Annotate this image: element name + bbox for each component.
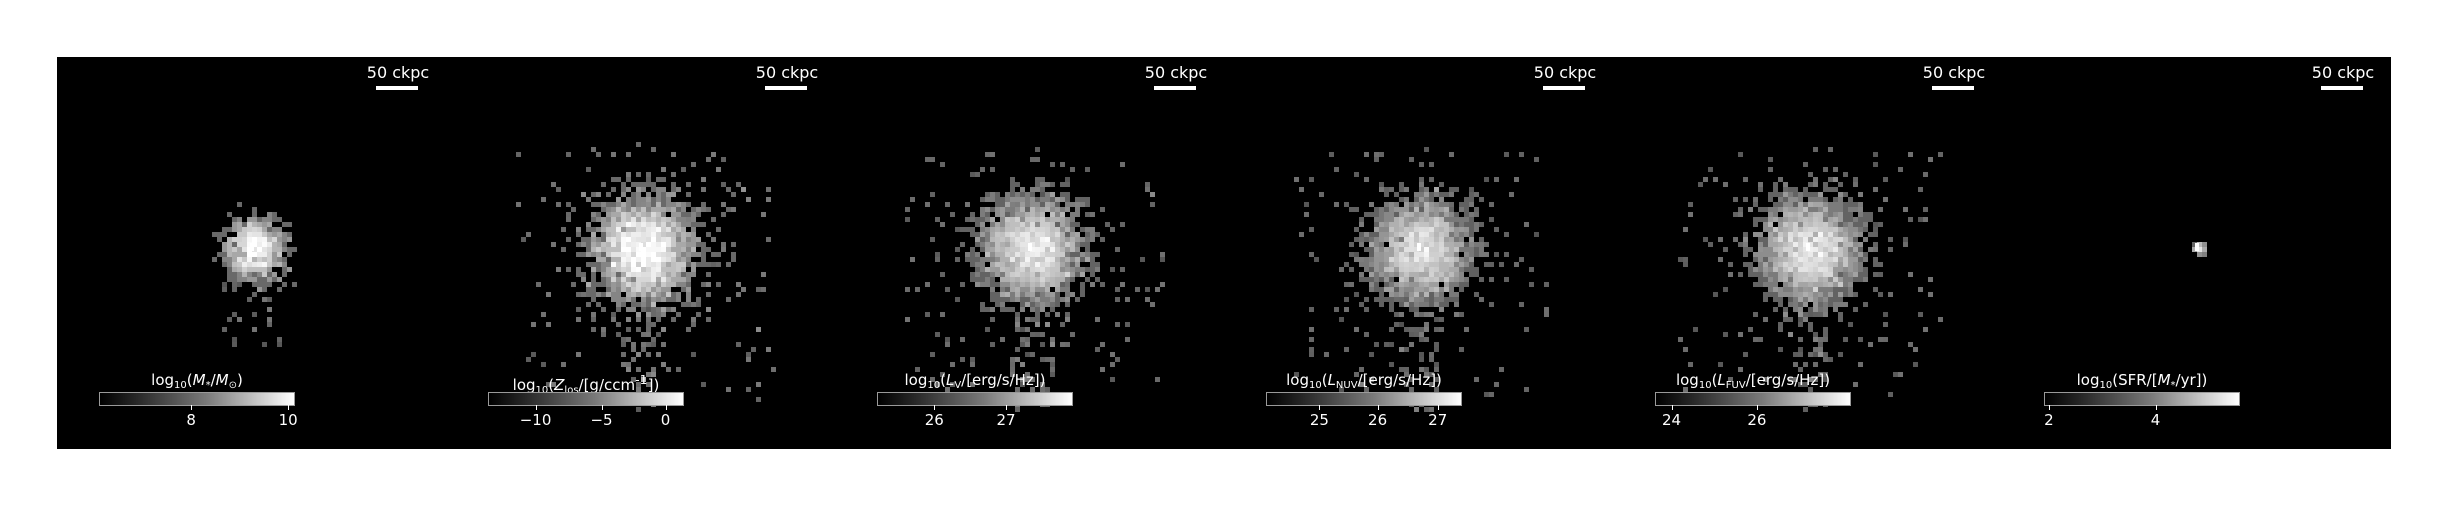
map-panel-stellar-mass: 50 ckpc log10(M*/M⊙) 8 10 xyxy=(57,57,445,449)
colorbar-label: log10(LNUV/[erg/s/Hz]) xyxy=(1286,371,1442,391)
colorbar xyxy=(877,392,1073,406)
colorbar xyxy=(2044,392,2240,406)
colorbar-tick xyxy=(934,405,936,410)
scale-bar-label: 50 ckpc xyxy=(1922,63,1986,82)
colorbar-label: log10(M*/M⊙) xyxy=(151,371,243,391)
galaxy-core xyxy=(639,243,643,251)
galaxy-map-image xyxy=(1678,147,1943,412)
colorbar-tick-label: −10 xyxy=(519,411,552,429)
colorbar-tick-label: 26 xyxy=(1368,411,1388,429)
galaxy-map-image xyxy=(516,142,776,412)
colorbar-label: log10(SFR/[M*/yr]) xyxy=(2076,371,2208,391)
colorbar-tick xyxy=(535,405,537,410)
colorbar-tick-label: 27 xyxy=(996,411,1016,429)
colorbar-tick-label: 26 xyxy=(924,411,944,429)
scale-bar xyxy=(376,86,418,90)
map-panel-nuv: 50 ckpc log10(LNUV/[erg/s/Hz]) 25 26 27 xyxy=(1224,57,1612,449)
scale-bar-label: 50 ckpc xyxy=(755,63,819,82)
figure-canvas: 50 ckpc log10(M*/M⊙) 8 10 50 ckpc log10(Zlos/… xyxy=(57,57,2391,449)
map-panel-v-band: 50 ckpc log10(LV/[erg/s/Hz]) 26 27 xyxy=(835,57,1223,449)
scale-bar-label: 50 ckpc xyxy=(366,63,430,82)
scale-bar-label: 50 ckpc xyxy=(1144,63,1208,82)
scale-bar-label: 50 ckpc xyxy=(2311,63,2375,82)
colorbar-tick-label: 25 xyxy=(1309,411,1329,429)
colorbar xyxy=(1655,392,1851,406)
scale-bar xyxy=(2321,86,2363,90)
colorbar-tick xyxy=(1006,405,1008,410)
colorbar-label: log10(Zlos/[g/ccm-1]) xyxy=(512,372,660,396)
galaxy-map-image xyxy=(905,147,1165,412)
colorbar-tick xyxy=(191,405,193,410)
scale-bar-label: 50 ckpc xyxy=(1533,63,1597,82)
scale-bar xyxy=(765,86,807,90)
colorbar-tick-label: 24 xyxy=(1661,411,1682,429)
colorbar-tick xyxy=(1671,405,1673,410)
galaxy-core xyxy=(1417,243,1421,251)
galaxy-map-image xyxy=(2192,242,2207,257)
colorbar xyxy=(99,392,295,406)
galaxy-core xyxy=(250,243,254,251)
colorbar-tick xyxy=(1319,405,1321,410)
colorbar-tick-label: 2 xyxy=(2044,411,2054,429)
map-panel-fuv: 50 ckpc log10(LFUV/[erg/s/Hz]) 24 26 xyxy=(1613,57,2001,449)
scale-bar xyxy=(1154,86,1196,90)
colorbar-tick-label: 8 xyxy=(186,411,196,429)
colorbar-tick xyxy=(665,405,667,410)
colorbar xyxy=(1266,392,1462,406)
scale-bar xyxy=(1932,86,1974,90)
colorbar-tick xyxy=(2155,405,2157,410)
colorbar-tick xyxy=(1437,405,1439,410)
scale-bar xyxy=(1543,86,1585,90)
map-panel-metallicity: 50 ckpc log10(Zlos/[g/ccm-1]) −10 −5 0 xyxy=(446,57,834,449)
colorbar-tick-label: −5 xyxy=(590,411,613,429)
colorbar-tick xyxy=(1756,405,1758,410)
galaxy-core xyxy=(1806,243,1810,251)
colorbar-tick xyxy=(288,405,290,410)
galaxy-core xyxy=(1028,243,1032,251)
galaxy-map-image xyxy=(212,202,297,347)
colorbar xyxy=(488,392,684,406)
galaxy-core xyxy=(2195,243,2199,251)
colorbar-tick-label: 26 xyxy=(1747,411,1767,429)
colorbar-tick-label: 4 xyxy=(2150,411,2161,429)
colorbar-tick-label: 10 xyxy=(278,411,298,429)
colorbar-tick xyxy=(2048,405,2050,410)
colorbar-tick-label: 0 xyxy=(660,411,671,429)
map-panel-sfr: 50 ckpc log10(SFR/[M*/yr]) 2 4 xyxy=(2002,57,2390,449)
colorbar-label: log10(LFUV/[erg/s/Hz]) xyxy=(1675,371,1831,391)
colorbar-tick xyxy=(601,405,603,410)
colorbar-label: log10(LV/[erg/s/Hz]) xyxy=(904,371,1046,391)
colorbar-tick-label: 27 xyxy=(1428,411,1448,429)
colorbar-tick xyxy=(1377,405,1379,410)
